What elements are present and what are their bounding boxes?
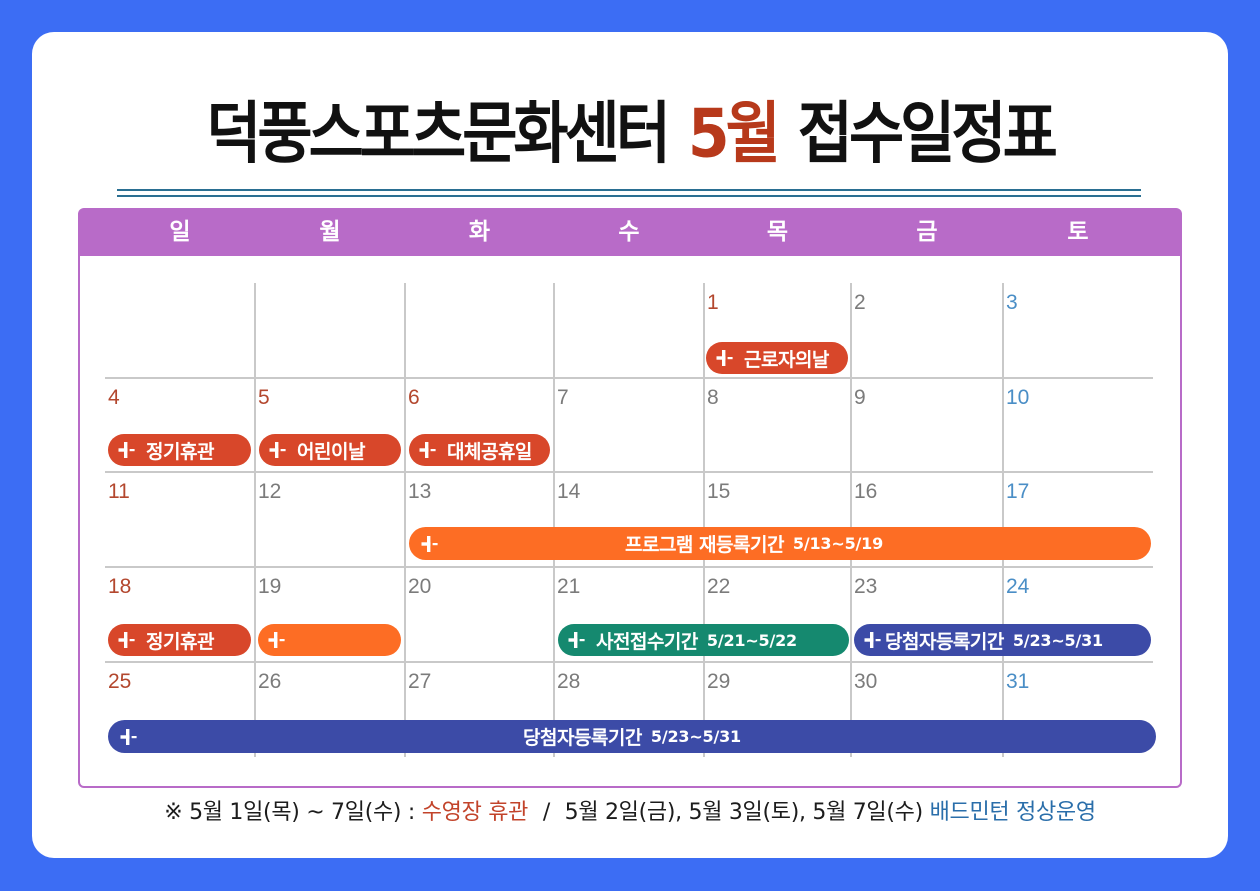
event-reregistration-continuation — [258, 624, 401, 656]
day-number: 31 — [1006, 670, 1030, 693]
grid-line-vertical — [404, 283, 406, 757]
day-number: 2 — [854, 291, 866, 314]
event-labor-day: 근로자의날 — [706, 342, 848, 374]
event-childrens-day: 어린이날 — [259, 434, 401, 466]
event-winner-registration: 당첨자등록기간 5/23~5/31 — [108, 720, 1156, 753]
day-number: 22 — [707, 575, 731, 598]
weekday-mon: 월 — [319, 219, 341, 245]
event-label: 당첨자등록기간 — [885, 630, 1004, 653]
title-double-rule — [117, 189, 1141, 197]
weekday-sat: 토 — [1067, 219, 1089, 245]
event-label: 정기휴관 — [146, 630, 214, 653]
plus-icon — [268, 631, 286, 649]
day-number: 6 — [408, 386, 420, 409]
event-pre-registration: 사전접수기간 5/21~5/22 — [558, 624, 849, 656]
day-number: 12 — [258, 480, 282, 503]
day-number: 9 — [854, 386, 866, 409]
event-period: 5/23~5/31 — [1012, 630, 1103, 650]
day-number: 15 — [707, 480, 731, 503]
title-center-name: 덕풍스포츠문화센터 — [206, 94, 671, 174]
plus-icon — [568, 631, 586, 649]
day-number: 8 — [707, 386, 719, 409]
grid-line-vertical — [254, 283, 256, 757]
event-period: 5/21~5/22 — [706, 630, 797, 650]
plus-icon — [118, 631, 136, 649]
day-number: 4 — [108, 386, 120, 409]
event-winner-registration: 당첨자등록기간 5/23~5/31 — [854, 624, 1151, 656]
day-number: 1 — [707, 291, 719, 314]
badminton-dates: 5월 2일(금), 5월 3일(토), 5월 7일(수) — [564, 800, 924, 825]
plus-icon — [118, 441, 136, 459]
day-number: 19 — [258, 575, 282, 598]
day-number: 16 — [854, 480, 878, 503]
day-number: 27 — [408, 670, 432, 693]
weekday-tue: 화 — [468, 219, 491, 245]
day-number: 28 — [557, 670, 581, 693]
day-number: 7 — [557, 386, 569, 409]
plus-icon — [419, 441, 437, 459]
weekday-thu: 목 — [766, 219, 789, 245]
day-number: 3 — [1006, 291, 1018, 314]
day-number: 13 — [408, 480, 432, 503]
page-title: 덕풍스포츠문화센터 5월 접수일정표 — [0, 89, 1260, 179]
day-number: 11 — [108, 480, 130, 503]
calendar-grid — [78, 256, 1182, 788]
grid-line-horizontal — [105, 566, 1153, 568]
event-label: 대체공휴일 — [447, 440, 532, 463]
grid-line-vertical — [703, 283, 705, 757]
grid-line-horizontal — [105, 377, 1153, 379]
day-number: 10 — [1006, 386, 1030, 409]
event-label: 사전접수기간 — [596, 630, 698, 653]
plus-icon — [716, 349, 734, 367]
grid-line-horizontal — [105, 661, 1153, 663]
footnote: ※ 5월 1일(목) ~ 7일(수) : 수영장 휴관 / 5월 2일(금), … — [0, 797, 1260, 829]
badminton-status: 배드민턴 정상운영 — [929, 800, 1097, 825]
day-number: 14 — [557, 480, 581, 503]
weekday-fri: 금 — [916, 219, 938, 245]
event-label: 정기휴관 — [146, 440, 214, 463]
day-number: 17 — [1006, 480, 1030, 503]
pool-closure-status: 수영장 휴관 — [421, 800, 529, 825]
title-subtitle: 접수일정표 — [797, 94, 1058, 174]
grid-line-vertical — [850, 283, 852, 757]
day-number: 18 — [108, 575, 132, 598]
day-number: 24 — [1006, 575, 1030, 598]
plus-icon — [269, 441, 287, 459]
day-number: 21 — [557, 575, 581, 598]
grid-line-horizontal — [105, 471, 1153, 473]
plus-icon — [421, 535, 439, 553]
event-regular-closure: 정기휴관 — [108, 434, 251, 466]
event-regular-closure: 정기휴관 — [108, 624, 251, 656]
event-label: 프로그램 재등록기간 — [624, 534, 784, 556]
day-number: 23 — [854, 575, 878, 598]
event-label: 어린이날 — [297, 440, 365, 463]
event-substitute-holiday: 대체공휴일 — [409, 434, 550, 466]
day-number: 25 — [108, 670, 132, 693]
day-number: 29 — [707, 670, 731, 693]
event-period: 5/13~5/19 — [792, 534, 884, 553]
title-month: 5월 — [687, 94, 781, 174]
note-separator: / — [542, 800, 550, 825]
weekday-sun: 일 — [169, 219, 191, 245]
day-number: 5 — [258, 386, 270, 409]
plus-icon — [864, 631, 882, 649]
note-mark: ※ — [164, 800, 183, 825]
event-program-reregistration: 프로그램 재등록기간 5/13~5/19 — [409, 527, 1151, 560]
weekday-wed: 수 — [618, 219, 640, 245]
day-number: 20 — [408, 575, 432, 598]
event-label: 당첨자등록기간 — [523, 727, 642, 749]
day-number: 26 — [258, 670, 282, 693]
day-number: 30 — [854, 670, 878, 693]
weekday-header — [78, 208, 1182, 256]
plus-icon — [120, 728, 138, 746]
grid-line-vertical — [1002, 283, 1004, 757]
pool-closure-dates: 5월 1일(목) ~ 7일(수) : — [189, 800, 416, 825]
grid-line-vertical — [553, 283, 555, 757]
event-label: 근로자의날 — [744, 348, 829, 371]
event-period: 5/23~5/31 — [650, 727, 741, 746]
